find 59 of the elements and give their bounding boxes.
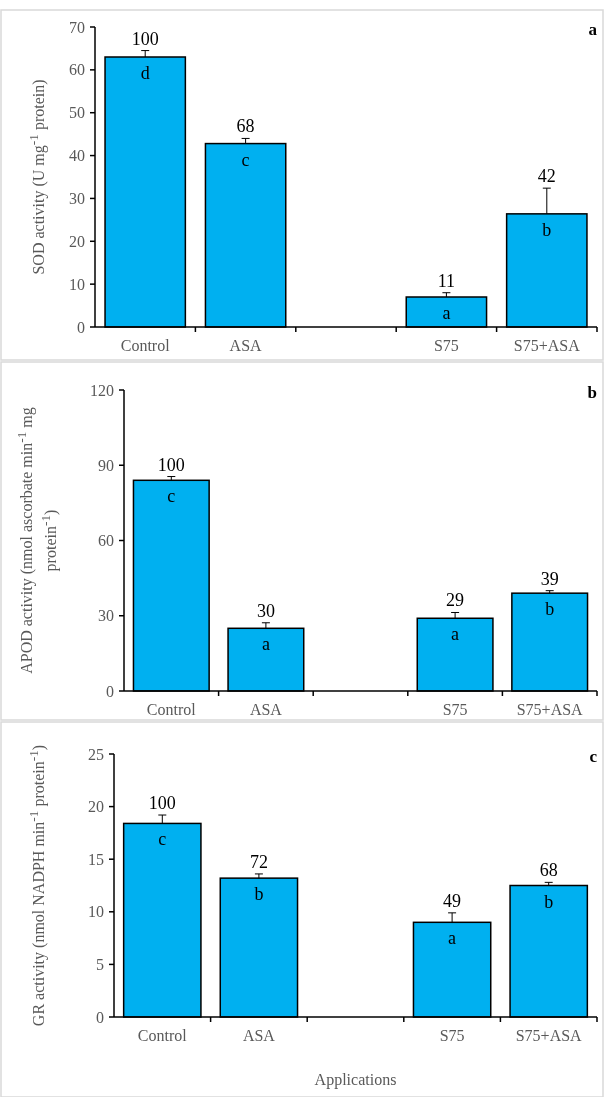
annotation: 11 [437, 270, 456, 291]
annotation: c [158, 829, 167, 850]
annotation: 49 [443, 890, 462, 911]
y-tick-label: 60 [69, 61, 85, 79]
annotation: 100 [148, 793, 176, 814]
chart-title: b [587, 383, 597, 402]
annotation: 39 [540, 568, 559, 589]
x-tick-label: S75 [442, 701, 468, 718]
annotation: 42 [537, 166, 556, 187]
annotation: a [442, 303, 451, 323]
y-tick-label: 70 [69, 18, 85, 36]
y-tick-label: 10 [69, 275, 85, 293]
x-axis-title: Applications [314, 1071, 397, 1089]
y-tick-label: 60 [98, 532, 114, 550]
y-tick-label: 5 [96, 956, 104, 973]
annotation: b [544, 891, 554, 912]
annotation: 100 [131, 28, 159, 49]
annotation: b [254, 884, 264, 905]
annotation: b [542, 219, 552, 240]
y-tick-label: 0 [96, 1008, 104, 1026]
x-tick-label: S75+ASA [513, 337, 581, 354]
y-tick-label: 25 [88, 745, 104, 763]
annotation: c [167, 486, 176, 507]
y-tick-label: 0 [106, 682, 114, 700]
y-tick-label: 50 [69, 104, 85, 122]
y-tick-label: 120 [90, 381, 114, 399]
annotation: 68 [236, 116, 255, 137]
y-tick-label: 40 [69, 147, 85, 165]
x-tick-label: ASA [229, 337, 263, 354]
x-tick-label: Control [146, 701, 197, 718]
y-tick-label: 10 [88, 903, 104, 921]
x-tick-label: ASA [249, 701, 283, 718]
annotation: 68 [539, 860, 558, 881]
y-tick-label: 30 [69, 190, 85, 208]
annotation: d [140, 63, 150, 83]
x-tick-label: S75 [439, 1027, 465, 1044]
annotation: b [545, 599, 555, 620]
y-tick-label: 20 [69, 232, 85, 250]
y-tick-label: 20 [88, 798, 104, 816]
y-tick-label: 30 [98, 607, 114, 625]
annotation: c [241, 149, 250, 170]
annotation: a [261, 634, 270, 655]
annotation: 72 [249, 851, 268, 872]
x-tick-label: ASA [242, 1027, 276, 1044]
chart-title: a [588, 20, 598, 39]
y-tick-label: 0 [77, 318, 85, 336]
annotation: 29 [446, 590, 465, 611]
x-tick-label: S75+ASA [516, 701, 584, 718]
annotation: a [448, 928, 457, 949]
x-tick-label: Control [120, 337, 171, 354]
annotation: 100 [157, 454, 185, 475]
y-tick-label: 90 [98, 456, 114, 474]
annotation: 30 [256, 600, 275, 621]
y-tick-label: 15 [88, 850, 104, 868]
x-tick-label: S75+ASA [515, 1027, 583, 1044]
annotation: a [451, 624, 460, 645]
chart-title: c [589, 747, 598, 766]
x-tick-label: S75 [433, 337, 459, 354]
x-tick-label: Control [137, 1027, 188, 1044]
